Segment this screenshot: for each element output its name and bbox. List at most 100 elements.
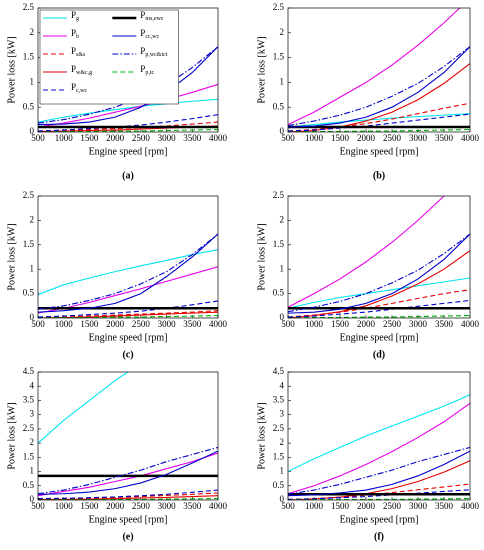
x-axis-label: Engine speed [rpm]: [340, 146, 419, 157]
x-axis-label: Engine speed [rpm]: [89, 146, 168, 157]
x-axis-label: Engine speed [rpm]: [340, 514, 419, 525]
series-line: [38, 83, 218, 128]
x-tick-label: 1500: [331, 133, 350, 143]
caption: (c): [122, 349, 133, 360]
legend-label: Pms,ewc: [140, 10, 164, 22]
series-group: [38, 233, 218, 318]
y-tick-label: 2: [280, 214, 285, 224]
y-tick-label: 2: [30, 437, 35, 447]
legend-label: Pw&c,g: [71, 64, 92, 76]
y-tick-label: 0.5: [273, 101, 285, 111]
plot-frame: [37, 195, 219, 319]
y-tick-label: 0.5: [23, 101, 35, 111]
y-tick-label: 2: [280, 437, 285, 447]
series-line: [288, 46, 470, 128]
plot-frame: [287, 7, 471, 133]
y-tick-label: 0: [30, 494, 35, 504]
x-tick-label: 2000: [106, 319, 125, 329]
caption: (b): [373, 170, 385, 181]
legend-label: Pb: [71, 28, 79, 40]
x-axis-label: Engine speed [rpm]: [340, 332, 419, 343]
series-line: [38, 372, 129, 444]
series-line: [288, 450, 470, 497]
y-axis-label: Power loss [kW]: [6, 402, 17, 469]
legend: Pg Pb Ps&s Pw&c,g Pc,wc Pms,ewc Pcc,wc Pp,wc&ic…: [39, 9, 179, 105]
x-tick-label: 2500: [383, 319, 402, 329]
legend-label: Pp,tc: [140, 64, 154, 76]
y-tick-label: 4: [280, 380, 285, 390]
plot-frame: [287, 371, 471, 501]
y-tick-label: 2: [30, 27, 35, 37]
series-line: [288, 498, 470, 500]
y-tick-label: 0: [280, 494, 285, 504]
panel: 500 1000 1500 2000 2500 3000 3500 4000 0 0.5 1 1.5 2…: [256, 366, 479, 542]
y-tick-label: 2: [280, 27, 285, 37]
y-tick-label: 3: [280, 409, 285, 419]
x-tick-label: 1000: [55, 133, 74, 143]
series-group: [288, 8, 470, 132]
y-tick-label: 2: [30, 214, 35, 224]
y-tick-label: 0: [30, 126, 35, 136]
x-tick-label: 1000: [55, 319, 74, 329]
series-line: [288, 250, 470, 318]
x-tick-label: 2000: [106, 133, 125, 143]
series-line: [38, 128, 218, 132]
y-tick-label: 2.5: [273, 423, 285, 433]
y-tick-label: 1.5: [273, 52, 285, 62]
series-line: [38, 315, 218, 318]
x-tick-label: 2000: [357, 133, 376, 143]
y-tick-label: 3: [30, 409, 35, 419]
series-line: [288, 46, 470, 127]
y-axis-label: Power loss [kW]: [256, 223, 267, 290]
x-tick-label: 3500: [435, 133, 454, 143]
y-tick-label: 0.5: [273, 480, 285, 490]
x-tick-label: 4000: [461, 133, 480, 143]
series-line: [288, 394, 470, 473]
y-axis-label: Power loss [kW]: [256, 36, 267, 103]
y-tick-label: 1.5: [273, 451, 285, 461]
series-line: [288, 113, 470, 132]
series-line: [288, 8, 461, 126]
series-line: [38, 266, 218, 314]
y-tick-label: 4.5: [23, 366, 35, 376]
x-tick-label: 4000: [461, 501, 480, 511]
y-axis-label: Power loss [kW]: [6, 223, 17, 290]
x-tick-label: 3000: [158, 319, 177, 329]
x-tick-label: 1000: [305, 319, 324, 329]
y-axis-label: Power loss [kW]: [256, 402, 267, 469]
series-line: [288, 446, 470, 495]
series-line: [38, 498, 218, 500]
caption: (d): [373, 349, 385, 360]
series-line: [288, 63, 470, 132]
y-tick-label: 1: [30, 76, 35, 86]
x-tick-label: 3500: [183, 319, 202, 329]
y-tick-label: 0.5: [23, 480, 35, 490]
x-tick-label: 3000: [409, 319, 428, 329]
caption: (a): [122, 170, 134, 181]
y-tick-label: 3.5: [273, 395, 285, 405]
x-tick-label: 500: [281, 501, 295, 511]
x-tick-label: 1500: [331, 319, 350, 329]
panel: 500 1000 1500 2000 2500 3000 3500 4000 0 0.5 1 1.5 2…: [6, 190, 227, 360]
x-tick-label: 3500: [435, 501, 454, 511]
series-line: [288, 233, 470, 313]
series-line: [288, 128, 470, 132]
series-line: [38, 446, 218, 495]
series-group: [288, 196, 470, 318]
y-tick-label: 1: [30, 466, 35, 476]
x-tick-label: 500: [31, 501, 45, 511]
legend-label: Pp,wc&ict: [140, 46, 168, 58]
series-line: [38, 310, 218, 318]
x-tick-label: 500: [281, 133, 295, 143]
legend-box: [39, 9, 179, 105]
y-tick-label: 1: [280, 263, 285, 273]
y-tick-label: 0: [30, 312, 35, 322]
x-tick-label: 2000: [357, 319, 376, 329]
series-line: [38, 249, 218, 296]
x-tick-label: 1000: [305, 501, 324, 511]
y-tick-label: 1.5: [23, 52, 35, 62]
series-line: [38, 452, 218, 497]
x-tick-label: 1500: [331, 501, 350, 511]
x-tick-label: 2500: [132, 501, 151, 511]
series-line: [38, 311, 218, 318]
